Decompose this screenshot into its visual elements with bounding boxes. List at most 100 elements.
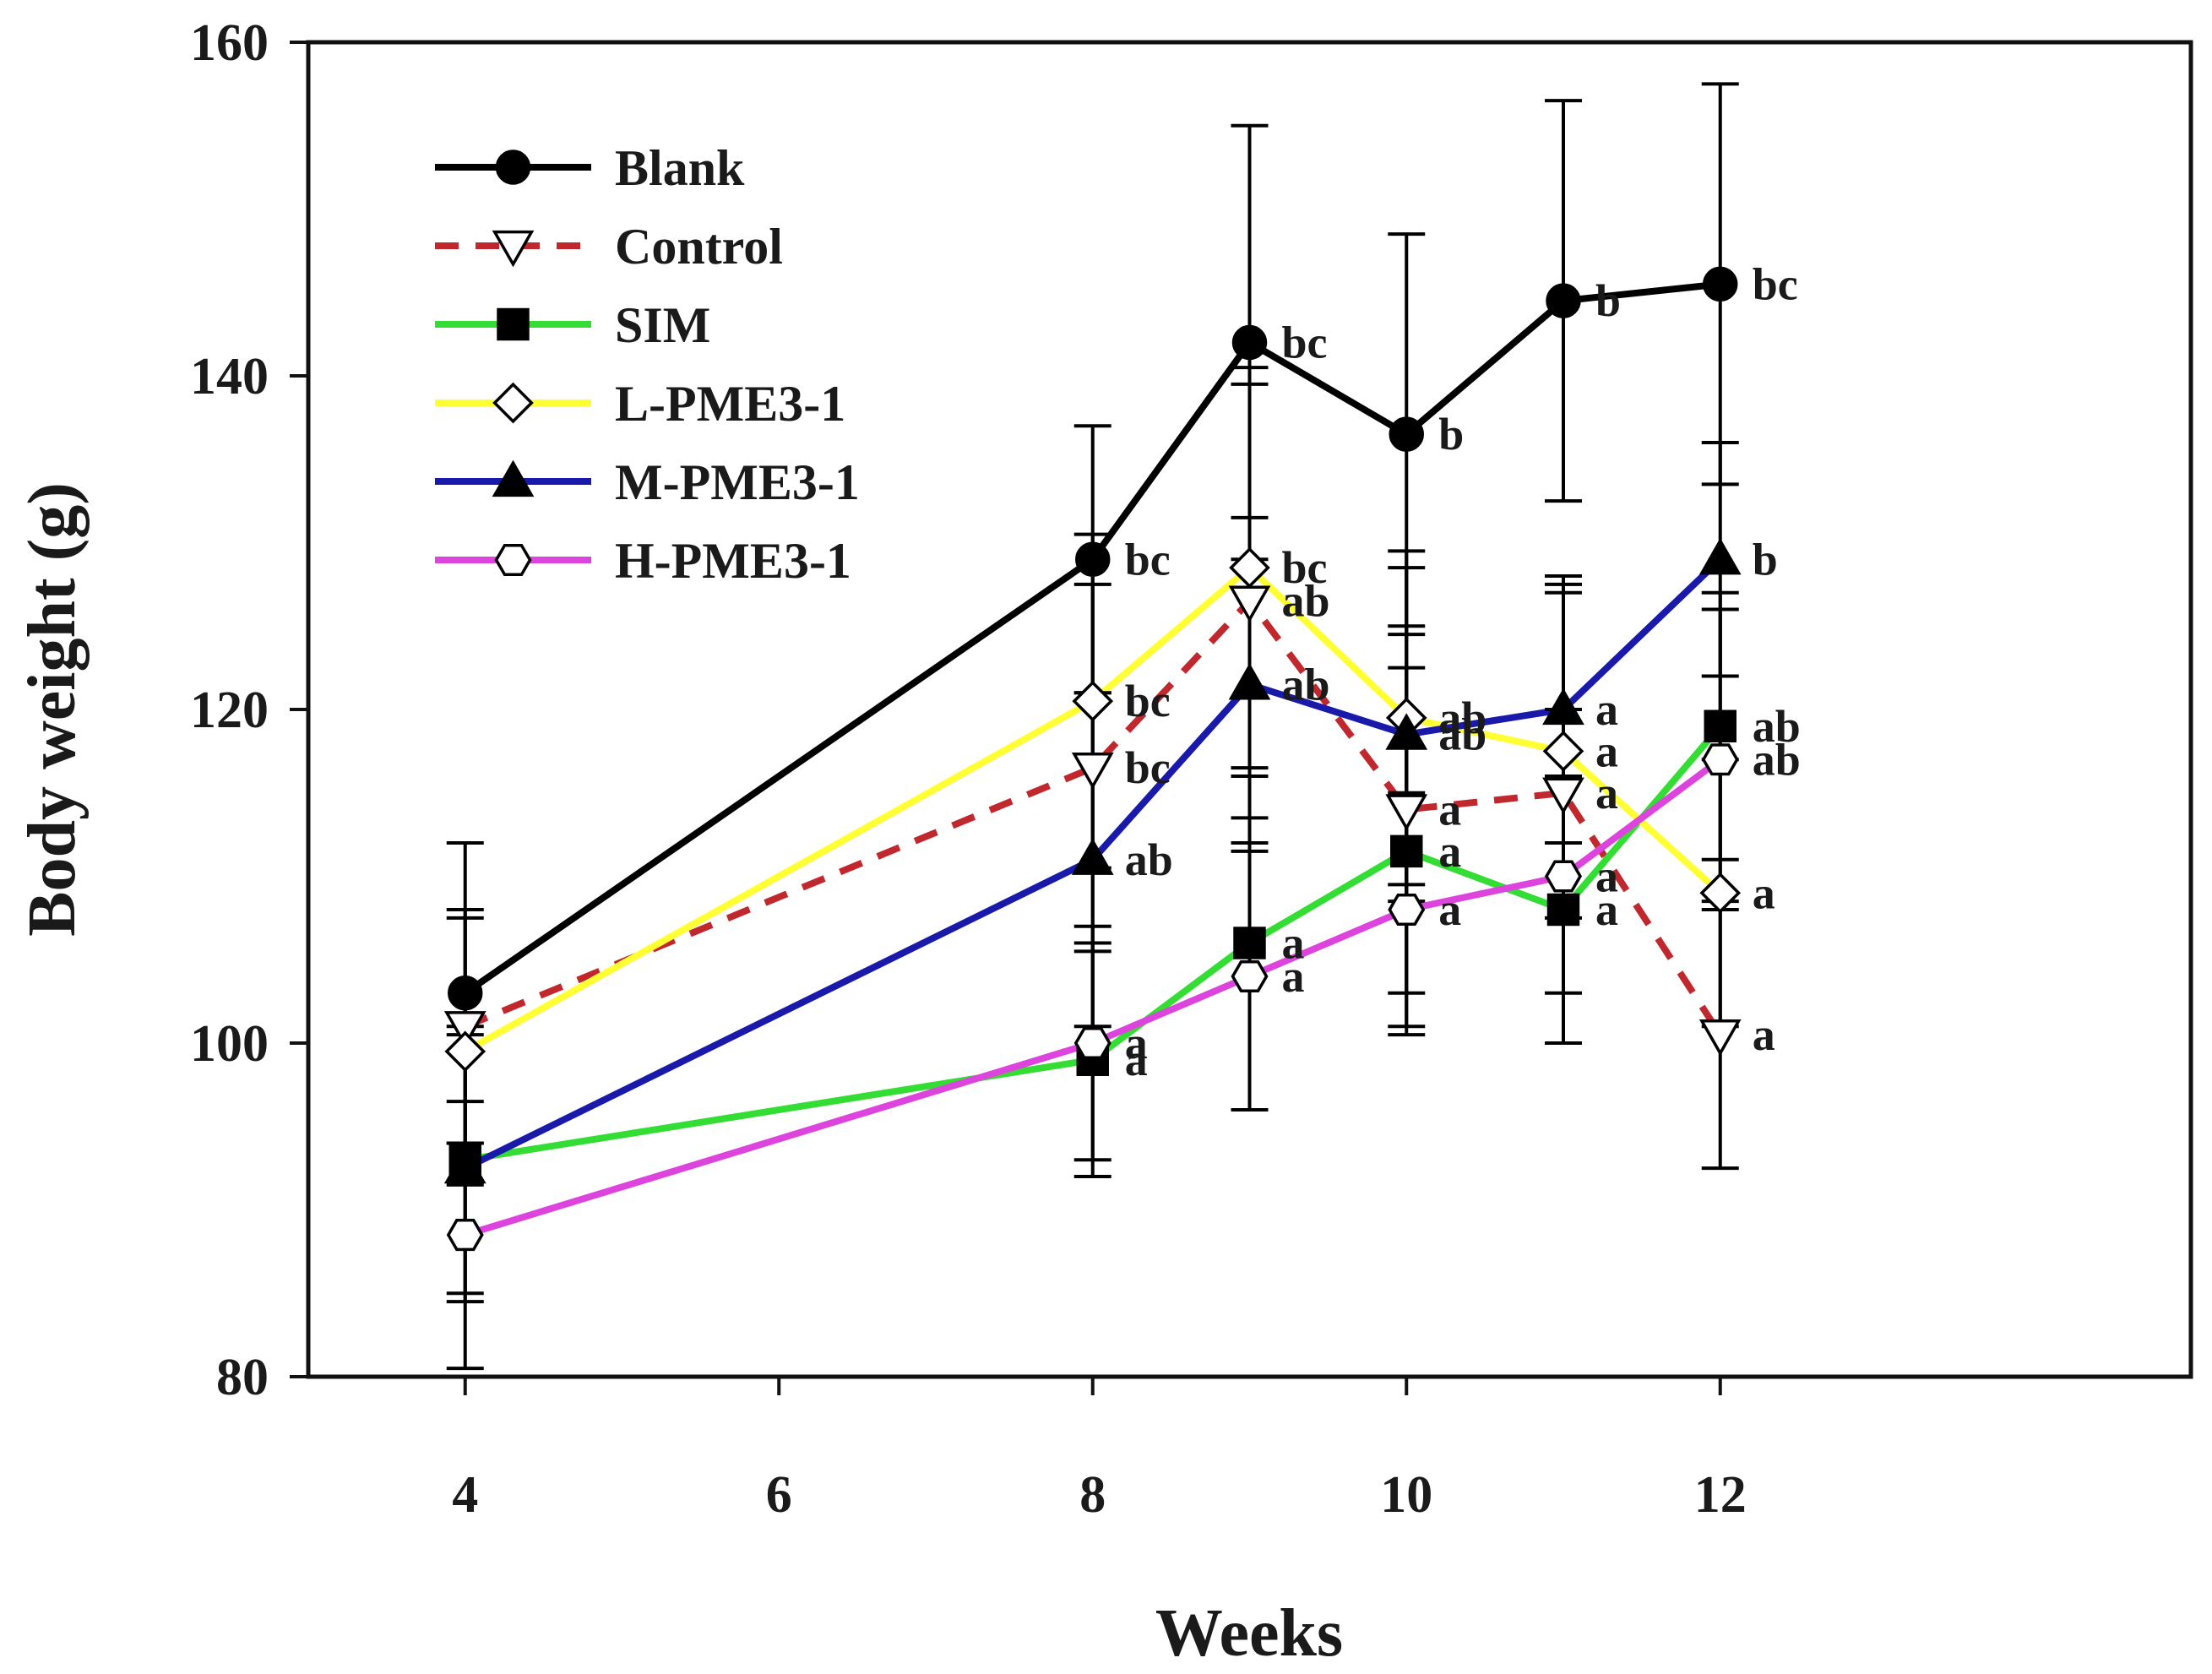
data-point (1546, 283, 1581, 318)
data-point (1071, 752, 1114, 790)
data-point (1699, 872, 1742, 914)
markers-blank (448, 266, 1738, 1011)
x-tick-label: 8 (1079, 1466, 1106, 1524)
data-point (1385, 794, 1428, 831)
data-point (492, 230, 535, 268)
data-point (492, 459, 535, 497)
data-point (443, 1146, 486, 1184)
data-point (1231, 324, 1268, 361)
y-tick-label: 120 (190, 682, 269, 739)
data-point (1075, 541, 1111, 577)
markers-control (443, 585, 1742, 1057)
data-point (446, 1219, 484, 1252)
significance-label: a (1595, 851, 1618, 902)
data-point (1698, 537, 1742, 575)
significance-label: a (1438, 785, 1461, 835)
significance-label: a (1282, 951, 1305, 1002)
significance-label: a (1438, 884, 1461, 935)
legend-label: M-PME3-1 (615, 454, 860, 510)
x-tick-label: 12 (1694, 1466, 1747, 1524)
data-point (1389, 416, 1424, 452)
data-point (1698, 1019, 1742, 1057)
significance-label: bc (1125, 742, 1171, 793)
data-point (1072, 680, 1114, 722)
y-axis-title: Body weight (g) (15, 482, 90, 937)
data-point (1390, 834, 1423, 868)
legend-item: Blank (435, 140, 745, 196)
data-point (1704, 709, 1736, 742)
data-point (494, 543, 532, 577)
series-line (464, 557, 1723, 1171)
data-point (448, 976, 483, 1011)
significance-label: a (1595, 726, 1618, 776)
legend-item: Control (435, 219, 783, 274)
significance-label: ab (1438, 693, 1486, 743)
x-axis-title: Weeks (1155, 1596, 1343, 1671)
data-point (1542, 731, 1584, 772)
y-tick-label: 160 (190, 14, 269, 72)
data-point (497, 307, 530, 341)
data-point (1701, 743, 1739, 776)
data-point (492, 382, 534, 424)
legend-item: M-PME3-1 (435, 454, 860, 510)
data-point (1542, 777, 1584, 815)
data-point (444, 1030, 486, 1073)
data-point (495, 149, 531, 185)
significance-label: b (1753, 534, 1778, 584)
x-tick-label: 10 (1380, 1466, 1432, 1524)
legend-item: SIM (435, 297, 710, 353)
significance-label: ab (1753, 701, 1801, 752)
series-line (463, 564, 1723, 1055)
x-tick-label: 4 (452, 1466, 478, 1524)
significance-label: a (1438, 826, 1461, 877)
significance-label: ab (1282, 576, 1330, 627)
data-point (1703, 266, 1738, 302)
significance-label: a (1753, 1009, 1775, 1060)
data-point (1228, 662, 1271, 700)
legend-item: H-PME3-1 (435, 533, 851, 589)
data-point (1544, 860, 1583, 893)
legend-label: Control (615, 219, 783, 274)
significance-label: bc (1282, 318, 1328, 368)
data-point (1071, 838, 1114, 875)
significance-label: bc (1753, 258, 1798, 309)
data-point (1546, 893, 1580, 927)
significance-label: a (1125, 1018, 1148, 1068)
significance-label: b (1595, 275, 1621, 326)
legend-label: H-PME3-1 (615, 533, 851, 589)
series-line (463, 280, 1721, 997)
data-point (443, 1011, 486, 1048)
significance-label: bc (1125, 676, 1171, 726)
x-tick-label: 6 (766, 1466, 792, 1524)
series-line (464, 757, 1723, 1238)
significance-label: a (1282, 918, 1305, 969)
y-tick-label: 140 (190, 348, 269, 405)
data-point (1233, 927, 1266, 959)
legend-label: L-PME3-1 (615, 376, 845, 432)
legend: Blank Control SIM L-PME3-1 M-PME3-1 H-PME3-1 (435, 140, 860, 589)
significance-label: bc (1282, 542, 1328, 593)
legend-item: L-PME3-1 (435, 376, 845, 432)
significance-label: ab (1282, 659, 1330, 709)
y-tick-label: 100 (190, 1015, 269, 1073)
significance-label: ab (1438, 709, 1486, 760)
significance-label: a (1595, 768, 1618, 818)
axis-layer: 4 6 8 10 12 80 100 120 140 160 (190, 14, 1747, 1524)
legend-label: SIM (615, 297, 710, 353)
data-point (1231, 959, 1269, 993)
data-point (1388, 893, 1426, 927)
data-point (1073, 1026, 1111, 1060)
data-point (1385, 713, 1428, 750)
significance-label: a (1753, 867, 1775, 918)
significance-label: a (1595, 684, 1618, 735)
significance-label: ab (1753, 734, 1801, 785)
significance-label: a (1125, 1035, 1148, 1085)
data-point (1542, 688, 1584, 726)
legend-label: Blank (615, 140, 745, 196)
significance-label: b (1438, 409, 1464, 459)
y-tick-label: 80 (216, 1349, 269, 1406)
significance-label: bc (1125, 534, 1171, 584)
